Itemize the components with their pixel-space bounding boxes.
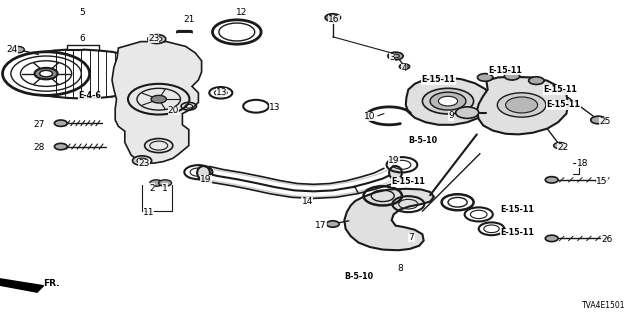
Polygon shape (112, 42, 202, 163)
Circle shape (388, 52, 403, 60)
Circle shape (54, 143, 67, 150)
Text: 14: 14 (301, 197, 313, 206)
Text: 5: 5 (79, 8, 84, 17)
Text: 25: 25 (599, 117, 611, 126)
Circle shape (545, 177, 558, 183)
Text: 21: 21 (183, 15, 195, 24)
Text: E-15-11: E-15-11 (500, 228, 534, 237)
Text: E-15-11: E-15-11 (500, 205, 534, 214)
Text: E-15-11: E-15-11 (422, 76, 455, 84)
Circle shape (422, 88, 474, 114)
Text: 27: 27 (33, 120, 45, 129)
Circle shape (325, 14, 340, 21)
Circle shape (152, 36, 162, 42)
Polygon shape (344, 189, 434, 250)
Circle shape (438, 96, 458, 106)
Text: FR.: FR. (44, 279, 60, 288)
Text: 3: 3 (389, 53, 394, 62)
Text: 18: 18 (577, 159, 588, 168)
Text: 12: 12 (236, 8, 248, 17)
Text: E-4-6: E-4-6 (78, 92, 101, 100)
Circle shape (150, 180, 163, 186)
Circle shape (497, 93, 546, 117)
Circle shape (504, 72, 520, 80)
Text: 23: 23 (148, 34, 159, 43)
Text: 7: 7 (409, 233, 414, 242)
Circle shape (12, 46, 24, 53)
Polygon shape (0, 278, 44, 292)
Circle shape (148, 35, 166, 44)
Circle shape (151, 95, 166, 103)
Text: 19: 19 (200, 175, 212, 184)
Circle shape (591, 116, 606, 124)
Text: E-15-11: E-15-11 (392, 177, 425, 186)
Text: E-15-11: E-15-11 (543, 85, 577, 94)
Text: 26: 26 (601, 235, 612, 244)
Polygon shape (406, 77, 493, 125)
Ellipse shape (389, 166, 402, 180)
Circle shape (54, 120, 67, 126)
Text: 19: 19 (388, 156, 399, 165)
Circle shape (159, 180, 172, 186)
Text: 16: 16 (328, 15, 340, 24)
Circle shape (554, 142, 566, 149)
Text: 23: 23 (138, 159, 150, 168)
Text: 28: 28 (33, 143, 45, 152)
Text: E-15-11: E-15-11 (489, 66, 522, 75)
Text: E-15-11: E-15-11 (547, 100, 580, 109)
Text: 1: 1 (163, 184, 168, 193)
Text: 10: 10 (364, 112, 376, 121)
Text: TVA4E1501: TVA4E1501 (582, 301, 626, 310)
Text: B-5-10: B-5-10 (408, 136, 437, 145)
Text: 13: 13 (216, 88, 227, 97)
Text: 6: 6 (79, 34, 84, 43)
Text: 22: 22 (557, 143, 569, 152)
Circle shape (477, 74, 493, 81)
Text: B-5-10: B-5-10 (344, 272, 373, 281)
Text: 20: 20 (168, 106, 179, 115)
Text: 15: 15 (596, 177, 607, 186)
Circle shape (40, 70, 52, 77)
Circle shape (35, 68, 58, 79)
Text: 11: 11 (143, 208, 154, 217)
Circle shape (326, 221, 339, 227)
Text: 4: 4 (402, 64, 407, 73)
Text: 2: 2 (150, 184, 155, 193)
Text: 8: 8 (397, 264, 403, 273)
Circle shape (456, 107, 479, 118)
Circle shape (132, 156, 152, 165)
Circle shape (529, 77, 544, 84)
Polygon shape (477, 77, 568, 134)
Circle shape (545, 235, 558, 242)
Circle shape (430, 92, 466, 110)
Text: 24: 24 (6, 45, 18, 54)
Circle shape (506, 97, 538, 113)
Ellipse shape (197, 166, 210, 180)
Text: 13: 13 (269, 103, 280, 112)
Text: 17: 17 (315, 221, 326, 230)
Text: 9: 9 (449, 111, 454, 120)
Circle shape (399, 64, 410, 69)
